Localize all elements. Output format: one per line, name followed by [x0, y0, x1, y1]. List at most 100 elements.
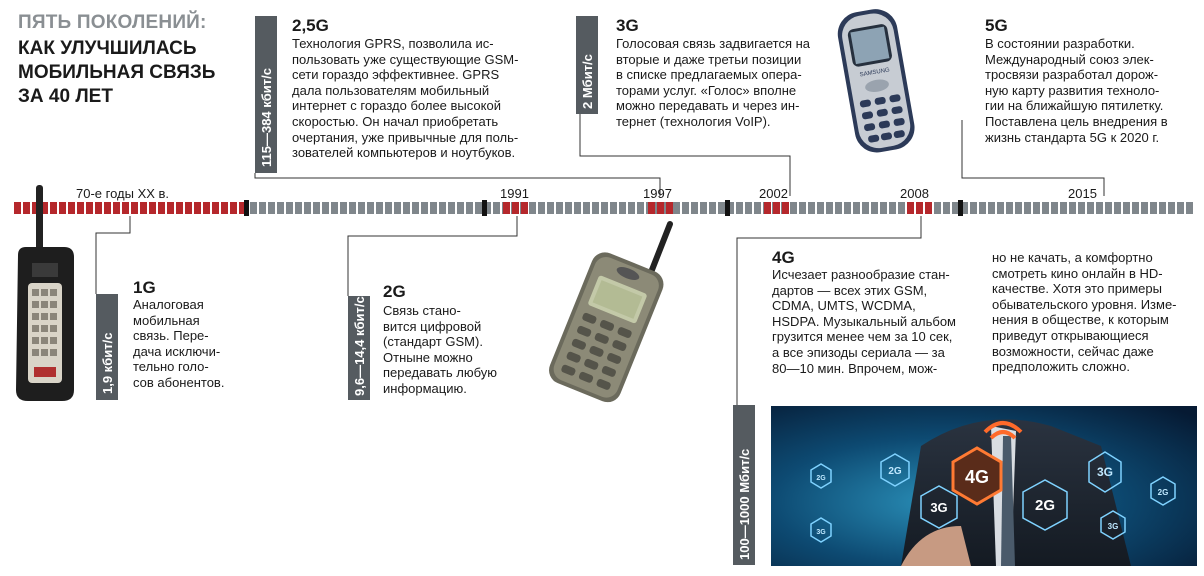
timeline-dash [754, 202, 761, 214]
timeline-dash [745, 202, 752, 214]
timeline-dash [709, 202, 716, 214]
timeline-year-block [521, 202, 528, 214]
timeline-dash [880, 202, 887, 214]
timeline-dash [304, 202, 311, 214]
timeline-dash [853, 202, 860, 214]
text-line: мобильная [133, 312, 200, 328]
timeline-dash [77, 202, 84, 214]
timeline-dash [1168, 202, 1175, 214]
text-line: нения в обществе, к которым [992, 312, 1169, 328]
text-line: обывательского уровня. Изме- [992, 296, 1177, 312]
gen-text-4g-right: но не качать, а комфортно смотреть кино … [992, 250, 1197, 375]
timeline-label-1991: 1991 [500, 186, 529, 201]
text-line: HSDPA. Музыкальный альбом [772, 313, 956, 329]
timeline-dash [1087, 202, 1094, 214]
timeline-dash [86, 202, 93, 214]
timeline-dash [1051, 202, 1058, 214]
connector-4g [736, 216, 922, 405]
timeline-dash [230, 202, 237, 214]
text-line: В состоянии разработки. [985, 36, 1135, 51]
timeline-dash [592, 202, 599, 214]
timeline-year-block [666, 202, 673, 214]
phone-3g-brand: SAMSUNG [859, 67, 890, 78]
gen-text-2g: Связь стано- вится цифровой (стандарт GS… [383, 303, 518, 397]
timeline-dash [295, 202, 302, 214]
timeline-label-2008: 2008 [900, 186, 929, 201]
timeline-dash [727, 202, 734, 214]
connector-lines [95, 114, 1105, 405]
timeline-dash [322, 202, 329, 214]
text-line: торами услуг. «Голос» вполне [616, 82, 797, 98]
text-line: CDMA, UMTS, WCDMA, [772, 298, 916, 314]
hex-label-4g: 4G [965, 467, 989, 487]
timeline-dash [412, 202, 419, 214]
speed-label-2-5g: 115—384 кбит/с [259, 67, 274, 167]
timeline-dash [1015, 202, 1022, 214]
gen-text-1g: Аналоговая мобильная связь. Пере- дача и… [133, 297, 248, 391]
hex-label: 2G [1035, 497, 1055, 514]
text-line: Отныне можно [383, 349, 473, 365]
hex-label: 3G [816, 529, 826, 536]
timeline-dash [104, 202, 111, 214]
timeline-markers [244, 200, 963, 216]
gen-title-2-5g: 2,5G [292, 16, 329, 35]
hex-label: 3G [1097, 465, 1113, 479]
text-line: смотреть кино онлайн в HD- [992, 265, 1163, 281]
timeline-dash [889, 202, 896, 214]
page-title-line-1: КАК УЛУЧШИЛАСЬ [18, 38, 197, 59]
timeline-year-block [782, 202, 789, 214]
timeline-dash [167, 202, 174, 214]
speed-label-3g: 2 Мбит/с [580, 54, 595, 109]
timeline-dash [158, 202, 165, 214]
text-line: сети гораздо эффективнее. GPRS [292, 67, 500, 83]
timeline-dash [340, 202, 347, 214]
gen-title-4g: 4G [772, 248, 795, 267]
timeline-dash [286, 202, 293, 214]
timeline-dash [131, 202, 138, 214]
timeline-dash [475, 202, 482, 214]
phone-2g-image [549, 221, 673, 403]
timeline-dash [376, 202, 383, 214]
timeline-dash [1141, 202, 1148, 214]
timeline-dash [619, 202, 626, 214]
timeline-dash [331, 202, 338, 214]
photo-4g: 4G 2G 3G 2G 3G 2G 3G 2G 3G [771, 406, 1197, 566]
gen-title-5g: 5G [985, 16, 1008, 35]
timeline-year-block [503, 202, 510, 214]
timeline-dash [943, 202, 950, 214]
timeline-dash [979, 202, 986, 214]
timeline-dash [799, 202, 806, 214]
text-line: очертания, уже привычные для поль- [292, 129, 519, 145]
text-line: но не качать, а комфортно [992, 250, 1153, 265]
connector-3g [579, 114, 791, 196]
timeline-dash [538, 202, 545, 214]
timeline-dash [1177, 202, 1184, 214]
timeline-dash [1024, 202, 1031, 214]
speed-box-2-5g: 115—384 кбит/с [255, 16, 277, 173]
timeline-dash [1042, 202, 1049, 214]
connector-1g [95, 216, 131, 294]
gen-title-2g: 2G [383, 282, 406, 301]
timeline-dash [194, 202, 201, 214]
timeline-dash [140, 202, 147, 214]
timeline-label-2002: 2002 [759, 186, 788, 201]
timeline-dash [484, 202, 491, 214]
text-line: вторые и даже третьи позиции [616, 51, 802, 67]
text-line: жизнь стандарта 5G к 2020 г. [985, 129, 1160, 145]
timeline-dash [358, 202, 365, 214]
timeline-dash [313, 202, 320, 214]
speed-box-3g: 2 Мбит/с [576, 16, 598, 114]
timeline-dash [185, 202, 192, 214]
text-line: возможности, сейчас даже [992, 343, 1154, 359]
text-line: пользовать уже существующие GSM- [292, 51, 519, 67]
text-line: Аналоговая [133, 297, 204, 312]
hex-label: 2G [888, 466, 902, 477]
timeline-dash [457, 202, 464, 214]
timeline-year-block [907, 202, 914, 214]
text-line: (стандарт GSM). [383, 334, 483, 350]
text-line: зователей компьютеров и ноутбуков. [292, 145, 516, 161]
text-line: Международный союз элек- [985, 51, 1154, 67]
timeline-dash [176, 202, 183, 214]
timeline-dash [95, 202, 102, 214]
